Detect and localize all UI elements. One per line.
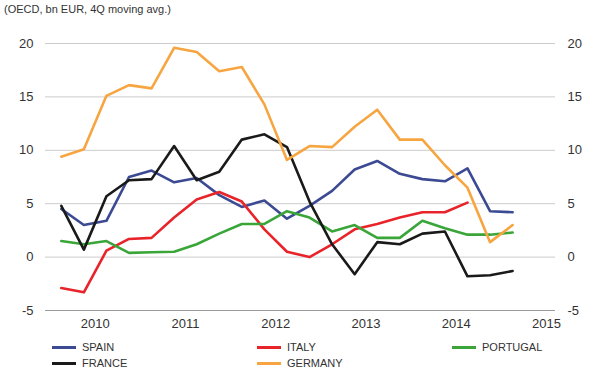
html-text:SPAIN: SPAIN: [82, 341, 115, 353]
html-text:GERMANY: GERMANY: [287, 357, 343, 369]
svg-text:0: 0: [26, 249, 33, 264]
svg-text:2012: 2012: [261, 316, 290, 331]
html-text:PORTUGAL: PORTUGAL: [482, 341, 543, 353]
svg-text:5: 5: [26, 196, 33, 211]
html-text:(OECD, bn EUR, 4Q moving avg.): (OECD, bn EUR, 4Q moving avg.): [4, 3, 171, 15]
svg-text:10: 10: [19, 142, 33, 157]
svg-text:2011: 2011: [171, 316, 199, 331]
svg-text:10: 10: [568, 142, 582, 157]
svg-text:2015: 2015: [532, 316, 561, 331]
svg-text:-5: -5: [22, 303, 34, 318]
svg-text:20: 20: [19, 36, 33, 51]
svg-text:15: 15: [568, 89, 582, 104]
svg-text:2010: 2010: [81, 316, 110, 331]
svg-text:-5: -5: [568, 303, 580, 318]
svg-text:2014: 2014: [442, 316, 471, 331]
svg-text:2013: 2013: [351, 316, 380, 331]
html-text:ITALY: ITALY: [287, 341, 316, 353]
svg-text:15: 15: [19, 89, 33, 104]
svg-text:5: 5: [568, 196, 575, 211]
svg-text:20: 20: [568, 36, 582, 51]
html-text:FRANCE: FRANCE: [82, 357, 128, 369]
svg-text:0: 0: [568, 249, 575, 264]
